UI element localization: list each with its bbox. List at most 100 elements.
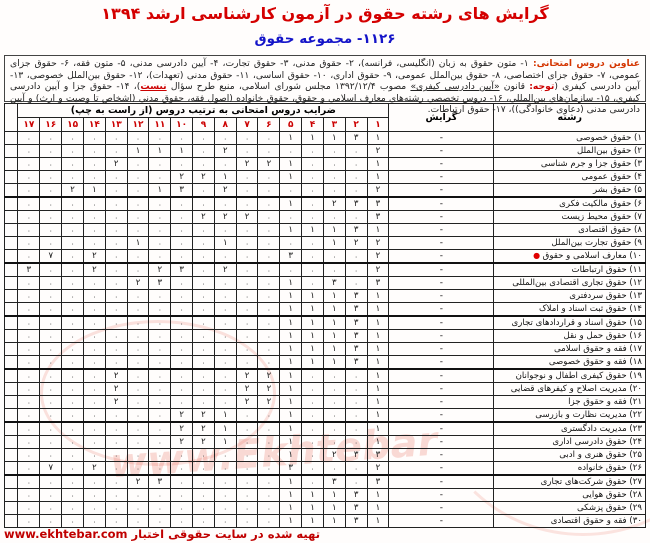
- coef-cell-course-7: ۰: [235, 276, 259, 290]
- coef-cell-course-9: ۰: [192, 342, 215, 356]
- coef-cell-course-7: ۰: [235, 183, 259, 198]
- coef-cell-course-9: ۲: [192, 170, 215, 184]
- coef-cell-course-13: ۰: [104, 302, 128, 317]
- coef-cell-course-11: ۰: [148, 315, 172, 330]
- orientation-cell: -: [388, 488, 495, 502]
- coef-cell-course-3: ۱: [322, 329, 346, 343]
- coef-cell-course-10: ۲: [170, 421, 194, 436]
- coef-cell-course-8: ۲: [213, 183, 237, 198]
- spacer-cell: [3, 223, 19, 237]
- coef-cell-course-4: ۰: [301, 395, 324, 409]
- coef-cell-course-16: ۰: [39, 131, 63, 145]
- coef-cell-course-14: ۰: [82, 157, 106, 171]
- coef-cell-course-2: ۳: [344, 514, 368, 528]
- coef-cell-course-7: ۲: [235, 395, 259, 409]
- coef-cell-course-8: ۰: [213, 157, 237, 171]
- coef-cell-course-4: ۰: [301, 435, 324, 449]
- coef-cell-course-10: ۰: [170, 315, 194, 330]
- coef-cell-course-12: ۰: [126, 382, 150, 396]
- coef-cell-course-11: ۳: [148, 474, 172, 489]
- table-row: ۲۲) مدیریت نظارت و بازرسی -۱ ۰ ۰ ۰ ۱ ۰ ۰ ۱ ۲ ۲ ۰ ۰ ۰ ۰…: [3, 408, 646, 423]
- field-name-cell: ۲۰) مدیریت اصلاح و کیفرهای قضایی: [493, 382, 646, 396]
- coef-cell-course-8: ۱: [213, 421, 237, 436]
- coef-cell-course-1: ۱: [366, 435, 390, 449]
- field-name-cell: ۲) حقوق بین‌الملل: [493, 144, 646, 158]
- coef-cell-course-2: ۳: [344, 355, 368, 370]
- coef-cell-course-3: ۰: [322, 170, 346, 184]
- coef-cell-course-7: ۰: [235, 315, 259, 330]
- coef-cell-course-11: ۰: [148, 435, 172, 449]
- coef-cell-course-3: ۰: [322, 421, 346, 436]
- coef-cell-course-11: ۰: [148, 131, 172, 145]
- coef-cell-course-2: ۳: [344, 448, 368, 462]
- coef-cell-course-14: ۰: [82, 315, 106, 330]
- coef-cell-course-5: ۰: [279, 236, 303, 250]
- coef-cell-course-17: ۰: [17, 144, 41, 158]
- coef-cell-course-3: ۱: [322, 223, 346, 237]
- orientation-cell: -: [388, 210, 495, 224]
- coef-cell-course-5: ۱: [279, 276, 303, 290]
- coef-cell-course-9: ۰: [192, 276, 215, 290]
- spacer-cell: [3, 315, 19, 330]
- field-name-cell: ۲۸) حقوق هوایی: [493, 488, 646, 502]
- course-number-7: ۷: [235, 117, 259, 132]
- coef-cell-course-7: ۰: [235, 435, 259, 449]
- orientation-cell: -: [388, 196, 495, 211]
- table-row: ۱۲) حقوق تجاری اقتصادی بین‌المللی -۳ ۰ ۳ ۰ ۱ ۰…: [3, 276, 646, 290]
- orientation-cell: -: [388, 342, 495, 356]
- coef-cell-course-3: ۱: [322, 501, 346, 515]
- coef-cell-course-14: ۰: [82, 435, 106, 449]
- coef-cell-course-14: ۰: [82, 421, 106, 436]
- coef-cell-course-6: ۰: [257, 501, 281, 515]
- coef-cell-course-13: ۰: [104, 461, 128, 476]
- coef-cell-course-1: ۱: [366, 395, 390, 409]
- coef-cell-course-2: ۳: [344, 131, 368, 145]
- coef-cell-course-10: ۰: [170, 488, 194, 502]
- coef-cell-course-10: ۰: [170, 448, 194, 462]
- spacer-cell: [3, 249, 19, 264]
- coef-cell-course-16: ۰: [39, 289, 63, 303]
- coef-cell-course-6: ۰: [257, 223, 281, 237]
- coef-cell-course-11: ۰: [148, 210, 172, 224]
- orientation-cell: -: [388, 249, 495, 264]
- coef-cell-course-12: ۰: [126, 342, 150, 356]
- coef-cell-course-1: ۲: [366, 461, 390, 476]
- coef-cell-course-16: ۰: [39, 196, 63, 211]
- field-name-cell: ۲۳) مدیریت دادگستری: [493, 421, 646, 436]
- coef-cell-course-3: ۱: [322, 488, 346, 502]
- orientation-cell: -: [388, 501, 495, 515]
- coef-cell-course-4: ۰: [301, 236, 324, 250]
- coef-cell-course-3: ۱: [322, 342, 346, 356]
- coef-cell-course-17: ۰: [17, 342, 41, 356]
- coef-cell-course-8: ۲: [213, 144, 237, 158]
- coef-cell-course-1: ۱: [366, 302, 390, 317]
- coef-cell-course-1: ۱: [366, 315, 390, 330]
- field-name-cell: ۲۹) حقوق پزشکی: [493, 501, 646, 515]
- coef-cell-course-15: ۰: [61, 474, 84, 489]
- coef-cell-course-7: ۰: [235, 408, 259, 423]
- coef-cell-course-5: ۰: [279, 210, 303, 224]
- table-row: ۲۹) حقوق پزشکی -۱ ۳ ۱ ۱ ۱ ۰ ۰ ۰ ۰ ۰ ۰ ۰ ۰ ۰ ۰ ۰ ۰: [3, 501, 646, 515]
- coef-cell-course-6: ۰: [257, 236, 281, 250]
- coef-cell-course-4: ۰: [301, 368, 324, 383]
- coef-cell-course-1: ۱: [366, 170, 390, 184]
- coef-cell-course-1: ۲: [366, 144, 390, 158]
- coef-cell-course-4: ۱: [301, 514, 324, 528]
- coef-cell-course-16: ۰: [39, 157, 63, 171]
- coef-cell-course-4: ۱: [301, 488, 324, 502]
- table-row: ۱۷) فقه و حقوق اسلامی -۱ ۳ ۱ ۱ ۱ ۰ ۰ ۰ ۰ ۰ ۰ ۰ ۰ ۰ ۰ ۰ ۰: [3, 342, 646, 356]
- coef-cell-course-17: ۰: [17, 289, 41, 303]
- coef-cell-course-5: ۱: [279, 368, 303, 383]
- coef-cell-course-7: ۰: [235, 170, 259, 184]
- spacer-cell: [3, 144, 19, 158]
- table-row: ۲۷) حقوق شرکت‌های تجاری -۳ ۰ ۳ ۰ ۱ ۰ ۰ ۰ ۰ ۰ ۳ ۲ ۰ ۰ ۰ ۰…: [3, 474, 646, 489]
- coef-cell-course-6: ۰: [257, 514, 281, 528]
- coef-cell-course-14: ۰: [82, 368, 106, 383]
- coef-cell-course-12: ۰: [126, 183, 150, 198]
- coef-cell-course-8: ۰: [213, 289, 237, 303]
- coef-cell-course-2: ۳: [344, 315, 368, 330]
- coef-cell-course-12: ۰: [126, 302, 150, 317]
- coef-cell-course-5: ۱: [279, 421, 303, 436]
- coef-cell-course-8: ۰: [213, 368, 237, 383]
- coef-cell-course-10: ۰: [170, 342, 194, 356]
